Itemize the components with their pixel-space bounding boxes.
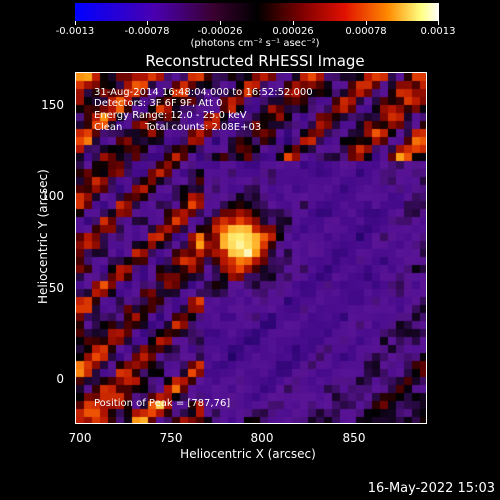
energy-range: Energy Range: 12.0 - 25.0 keV	[94, 110, 247, 121]
rhessi-image	[75, 72, 427, 424]
total-counts: Total counts: 2.08E+03	[145, 122, 262, 133]
timestamp: 16-May-2022 15:03	[367, 481, 495, 496]
colorbar-tick-label: -0.0013	[55, 26, 95, 37]
y-tick-label: 150	[41, 98, 64, 112]
x-tick-label: 800	[250, 431, 274, 445]
peak-position: Position of Peak = [787,76]	[94, 398, 231, 409]
y-tick-label: 100	[41, 189, 64, 203]
colorbar-tick	[366, 21, 367, 25]
colorbar	[75, 3, 439, 21]
y-tick-label: 0	[56, 372, 64, 386]
colorbar-tick	[220, 21, 221, 25]
colorbar-units: (photons cm⁻² s⁻¹ asec⁻²)	[190, 38, 320, 49]
time-range: 31-Aug-2014 16:48:04.000 to 16:52:52.000	[94, 87, 313, 98]
x-tick-label: 700	[68, 431, 92, 445]
colorbar-tick	[293, 21, 294, 25]
x-tick-label: 750	[159, 431, 183, 445]
colorbar-tick-label: 0.00078	[345, 26, 387, 37]
image-title: Reconstructed RHESSI Image	[145, 52, 365, 70]
colorbar-tick	[75, 21, 76, 25]
x-axis-label: Heliocentric X (arcsec)	[180, 447, 316, 461]
colorbar-tick-label: 0.0013	[420, 26, 456, 37]
y-tick-label: 50	[48, 281, 64, 295]
colorbar-tick-label: -0.00078	[124, 26, 170, 37]
x-tick-label: 850	[342, 431, 366, 445]
colorbar-tick	[438, 21, 439, 25]
colorbar-tick-label: -0.00026	[197, 26, 243, 37]
colorbar-tick-label: 0.00026	[272, 26, 314, 37]
algorithm: Clean	[94, 122, 123, 133]
detectors-info: Detectors: 3F 6F 9F, Att 0	[94, 98, 223, 109]
colorbar-tick	[147, 21, 148, 25]
y-axis-label: Heliocentric Y (arcsec)	[36, 169, 50, 304]
image-canvas	[76, 73, 426, 423]
